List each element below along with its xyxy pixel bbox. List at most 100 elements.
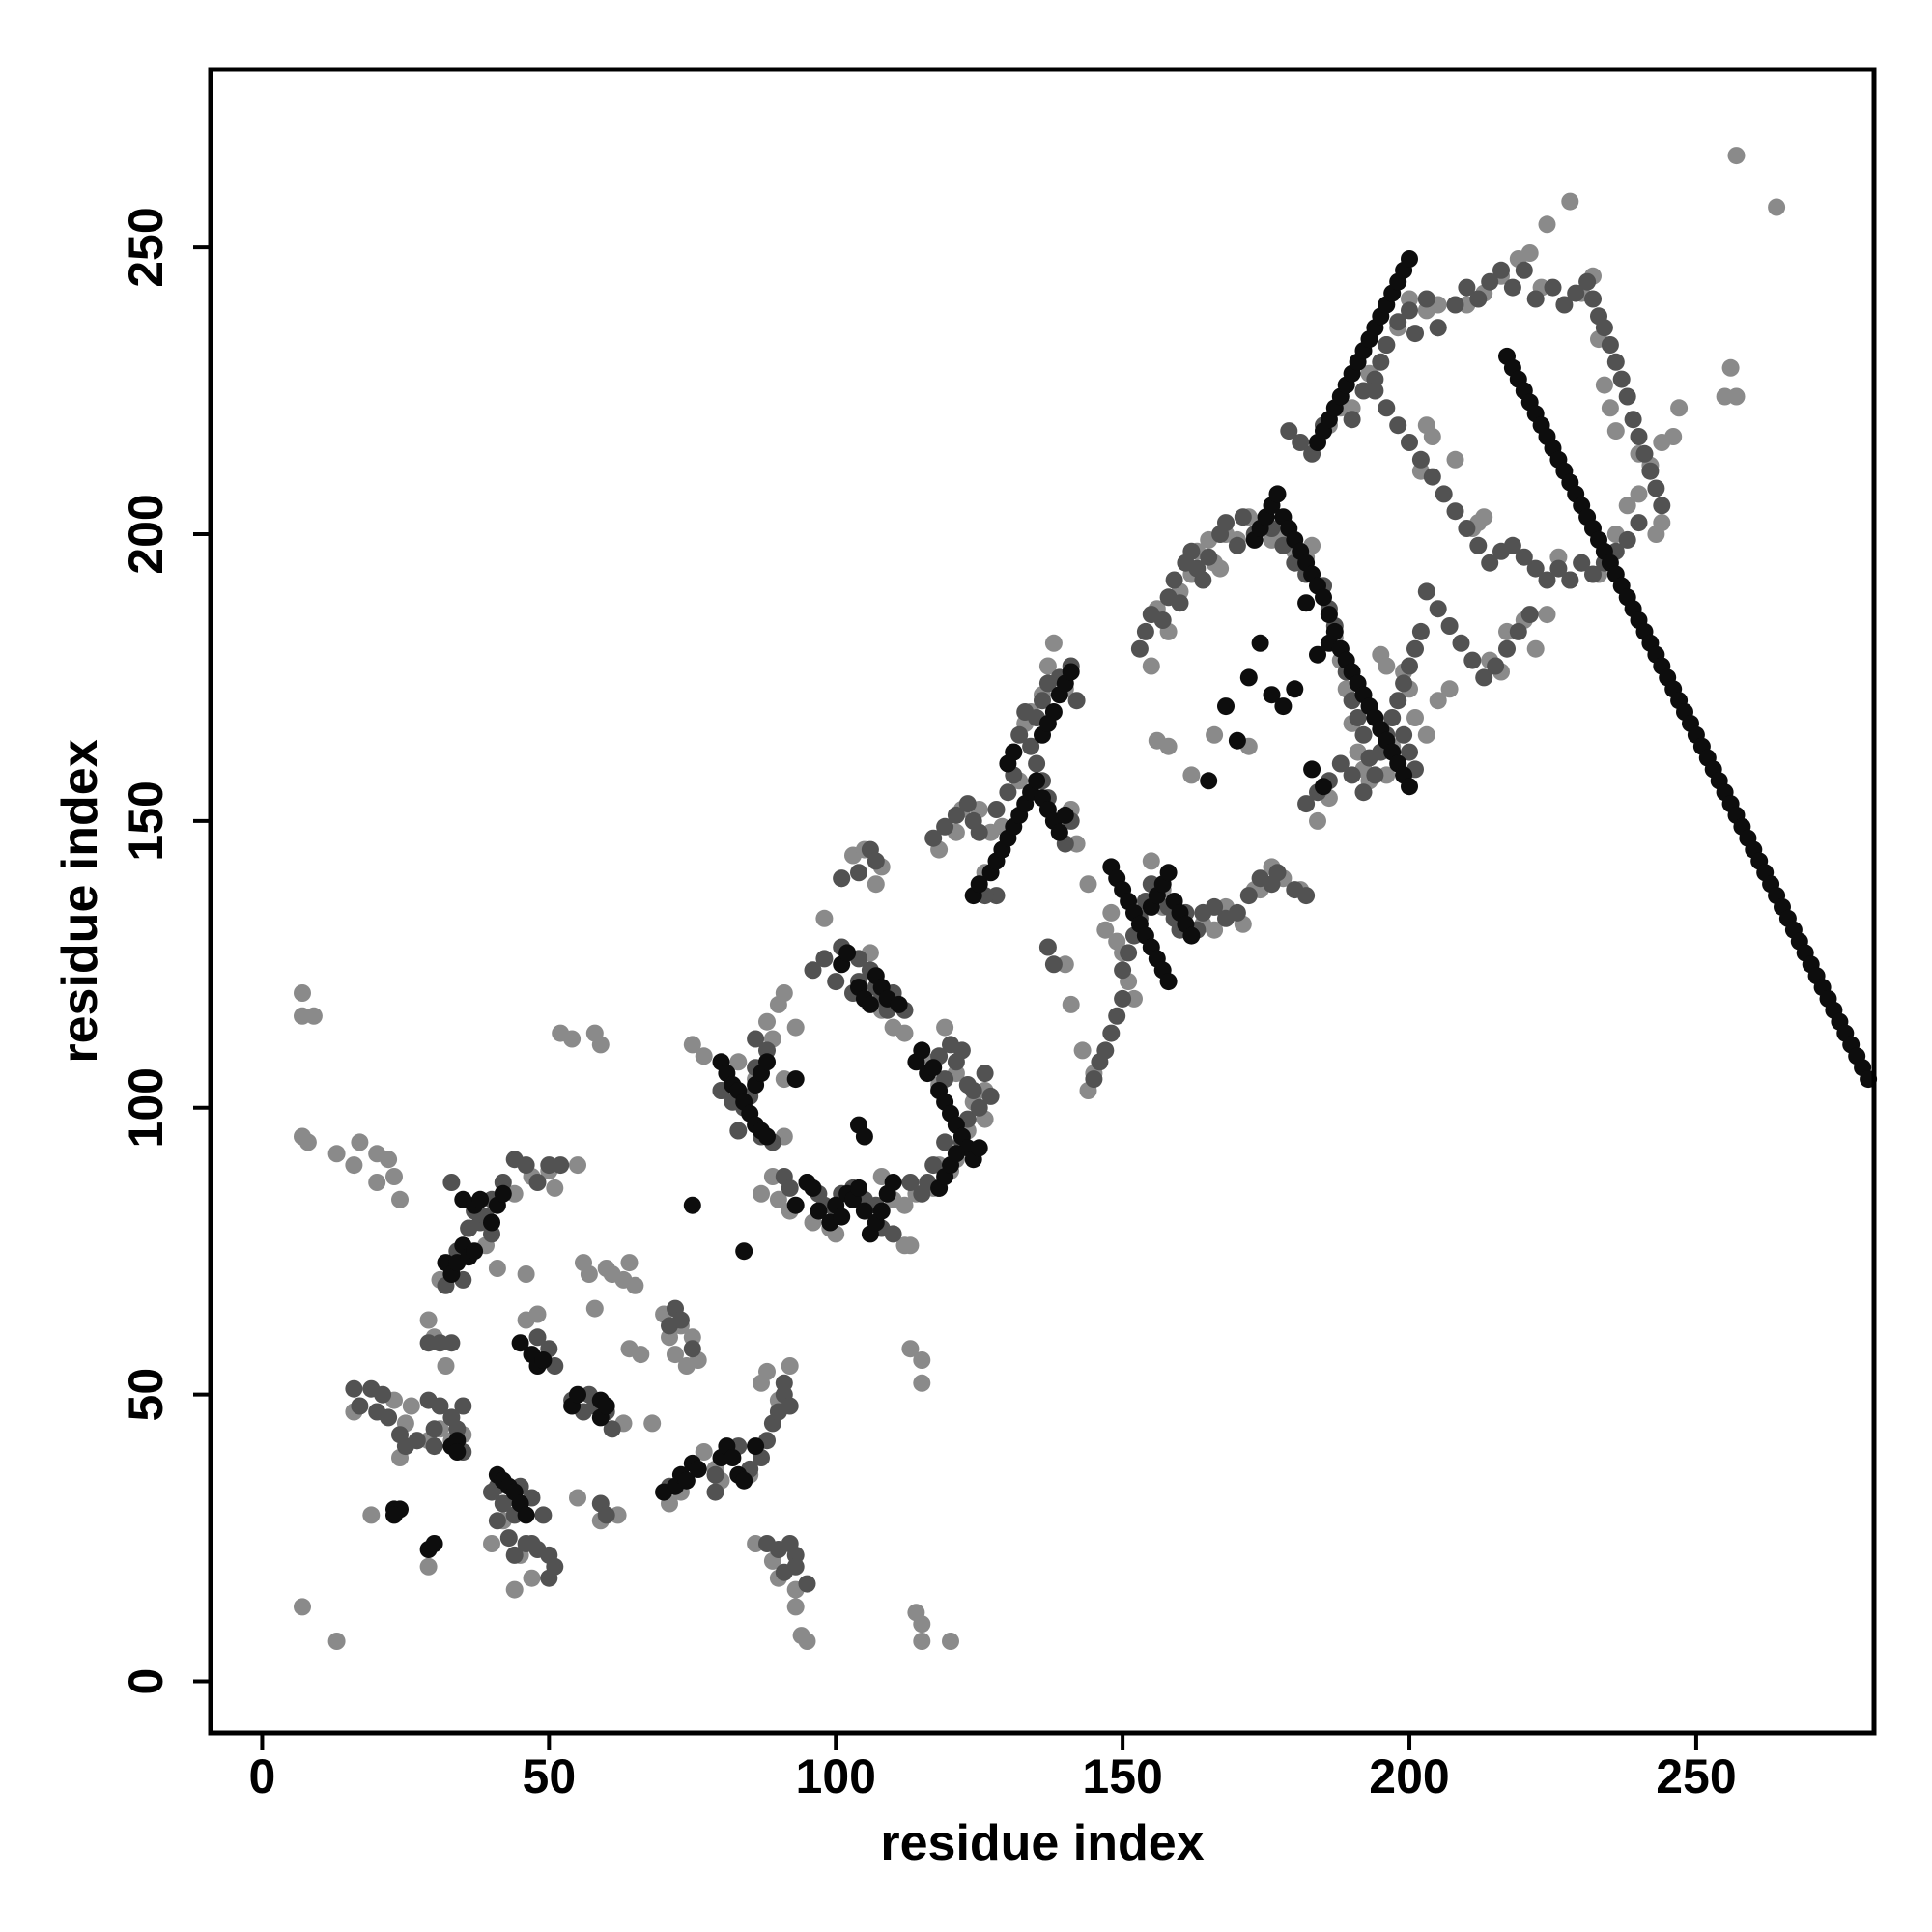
data-point-mid-327 [1429, 600, 1447, 618]
data-point-mid-141 [970, 1098, 988, 1117]
data-point-light-252 [1406, 709, 1424, 726]
data-point-mid-257 [1292, 434, 1310, 451]
data-point-mid-58 [494, 1494, 512, 1513]
data-point-light-5 [327, 1145, 346, 1163]
data-point-light-31 [563, 1030, 582, 1048]
data-point-mid-313 [1423, 468, 1441, 486]
data-point-mid-91 [683, 1340, 701, 1358]
data-point-light-118 [936, 1018, 954, 1037]
data-point-dark-154 [1274, 697, 1293, 716]
data-point-mid-15 [454, 1397, 472, 1415]
data-point-mid-265 [1389, 313, 1407, 331]
data-point-mid-289 [1624, 411, 1642, 429]
data-point-mid-242 [1389, 692, 1407, 710]
data-point-light-232 [1653, 514, 1671, 532]
x-tick-label-0: 0 [249, 1749, 276, 1804]
data-point-mid-70 [706, 1483, 724, 1501]
data-point-dark-46 [747, 1437, 765, 1456]
data-point-dark-4 [425, 1535, 443, 1552]
data-point-dark-123 [1044, 703, 1063, 721]
data-point-mid-34 [552, 1156, 570, 1175]
data-point-dark-188 [1401, 778, 1418, 796]
data-point-mid-211 [1153, 611, 1172, 629]
data-point-dark-45 [735, 1471, 753, 1490]
data-point-mid-186 [1114, 961, 1132, 980]
data-point-light-104 [942, 1633, 959, 1650]
data-point-dark-126 [1062, 663, 1080, 681]
data-point-light-7 [351, 1133, 369, 1151]
data-point-dark-174 [1320, 606, 1338, 624]
data-point-light-57 [667, 1346, 684, 1364]
data-point-mid-182 [1096, 1041, 1115, 1060]
data-point-light-16 [419, 1311, 438, 1329]
data-point-mid-292 [1641, 462, 1660, 480]
data-point-light-73 [769, 995, 787, 1013]
data-point-light-256 [1429, 692, 1447, 710]
data-point-mid-178 [1038, 938, 1057, 956]
x-tick-label-100: 100 [796, 1749, 876, 1804]
data-point-mid-32 [528, 1174, 547, 1191]
data-point-mid-251 [1343, 766, 1361, 784]
data-point-mid-277 [1526, 290, 1545, 308]
data-point-light-131 [1044, 634, 1063, 652]
data-point-mid-122 [804, 961, 822, 980]
data-point-dark-120 [1056, 806, 1074, 824]
data-point-dark-57 [758, 1127, 776, 1146]
data-point-light-208 [1520, 244, 1539, 262]
data-point-mid-273 [1481, 272, 1499, 291]
plot-frame [208, 67, 1877, 1736]
data-point-dark-19 [494, 1184, 512, 1203]
data-point-dark-119 [1050, 823, 1068, 841]
data-point-mid-113 [884, 1225, 902, 1243]
data-point-mid-56 [597, 1506, 615, 1524]
data-point-mid-322 [1487, 657, 1505, 675]
data-point-light-62 [695, 1443, 713, 1461]
data-point-mid-316 [1389, 416, 1407, 435]
data-point-mid-271 [1458, 278, 1476, 297]
data-point-light-68 [729, 1053, 748, 1071]
data-point-light-210 [1561, 192, 1579, 211]
data-point-light-84 [815, 909, 834, 927]
data-point-light-221 [1664, 428, 1683, 445]
data-point-dark-149 [1217, 697, 1235, 716]
data-point-mid-310 [1458, 520, 1476, 537]
data-point-dark-62 [786, 1196, 805, 1214]
data-point-mid-95 [729, 1122, 748, 1140]
data-point-mid-45 [546, 1557, 564, 1576]
data-point-mid-150 [924, 829, 943, 847]
data-point-dark-152 [1251, 634, 1269, 652]
data-point-light-283 [391, 1190, 409, 1208]
data-point-light-49 [505, 1580, 524, 1599]
data-point-light-230 [1630, 485, 1648, 503]
data-point-mid-0 [345, 1379, 363, 1398]
data-point-mid-252 [1331, 754, 1350, 773]
data-point-light-22 [488, 1260, 506, 1277]
data-point-mid-303 [1538, 571, 1556, 589]
data-point-mid-304 [1526, 559, 1545, 578]
data-point-light-262 [798, 1633, 816, 1650]
data-point-mid-155 [970, 823, 988, 841]
data-point-mid-35 [442, 1174, 461, 1191]
data-point-light-136 [1062, 995, 1080, 1013]
data-point-mid-207 [1297, 887, 1316, 905]
data-point-light-240 [1526, 639, 1545, 658]
data-point-mid-8 [408, 1432, 426, 1450]
data-point-mid-165 [1028, 754, 1046, 773]
data-point-dark-82 [861, 995, 879, 1013]
data-point-light-29 [546, 1179, 564, 1197]
data-point-mid-199 [1206, 897, 1224, 916]
data-point-mid-317 [1378, 399, 1396, 417]
data-point-light-102 [913, 1615, 931, 1634]
data-point-light-13 [362, 1506, 381, 1524]
data-point-mid-162 [1010, 725, 1029, 744]
data-point-mid-268 [1417, 290, 1435, 308]
data-point-light-189 [1159, 737, 1178, 755]
data-point-mid-272 [1469, 290, 1488, 308]
data-point-light-4 [298, 1133, 317, 1151]
data-point-mid-321 [1498, 639, 1516, 658]
data-point-mid-285 [1601, 336, 1619, 354]
data-point-light-229 [1618, 497, 1636, 515]
data-point-light-216 [1601, 399, 1619, 417]
data-point-mid-124 [827, 973, 845, 991]
data-point-light-217 [1606, 422, 1625, 440]
